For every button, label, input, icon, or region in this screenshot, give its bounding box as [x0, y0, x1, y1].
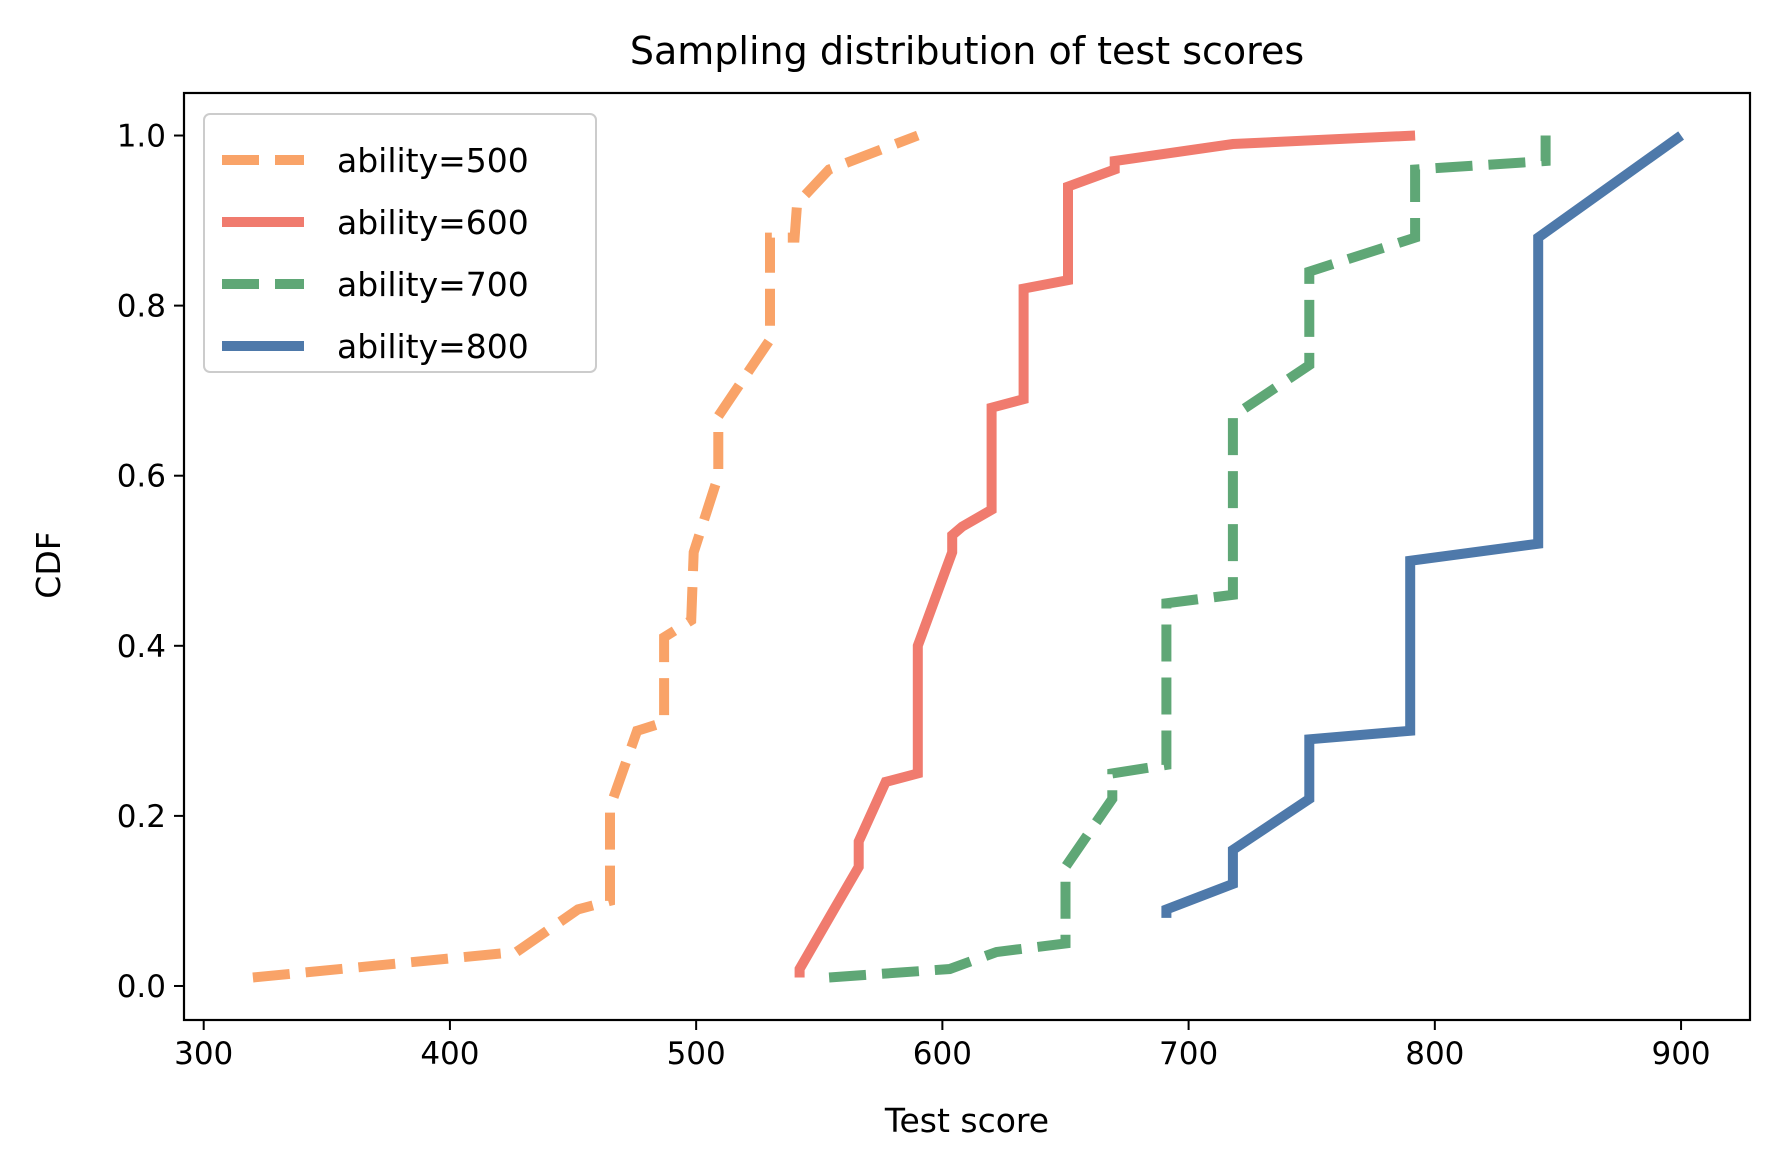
chart-title: Sampling distribution of test scores: [630, 29, 1304, 73]
series-line-4: [1161, 131, 1685, 918]
series-line-1: [252, 130, 920, 983]
y-tick-label: 0.4: [117, 629, 166, 665]
legend-label-3: ability=700: [337, 265, 529, 304]
x-tick-label: 800: [1405, 1036, 1464, 1072]
x-tick-label: 900: [1651, 1036, 1710, 1072]
x-tick-label: 500: [667, 1036, 726, 1072]
x-axis-label: Test score: [884, 1101, 1049, 1140]
y-axis-label: CDF: [29, 531, 68, 598]
legend-label-1: ability=500: [337, 141, 529, 180]
x-tick-label: 300: [174, 1036, 233, 1072]
plot-area: 300 400 500 600 700 800 900 0.0 0.2 0.4 0.6 0.8 1.0 a…: [117, 91, 1752, 1072]
y-tick-label: 1.0: [117, 119, 166, 155]
x-tick-label: 600: [913, 1036, 972, 1072]
legend-label-4: ability=800: [337, 327, 529, 366]
y-tick-label: 0.8: [117, 289, 166, 325]
y-tick-label: 0.2: [117, 799, 166, 835]
axes-frame: [182, 91, 1752, 1022]
series-line-2: [794, 130, 1416, 978]
x-tick-label: 400: [420, 1036, 479, 1072]
legend-label-2: ability=600: [337, 203, 529, 242]
y-tick-label: 0.0: [117, 969, 166, 1005]
x-tick-label: 700: [1159, 1036, 1218, 1072]
y-tick-label: 0.6: [117, 459, 166, 495]
series-line-3: [828, 135, 1551, 983]
legend-box: [203, 113, 597, 373]
